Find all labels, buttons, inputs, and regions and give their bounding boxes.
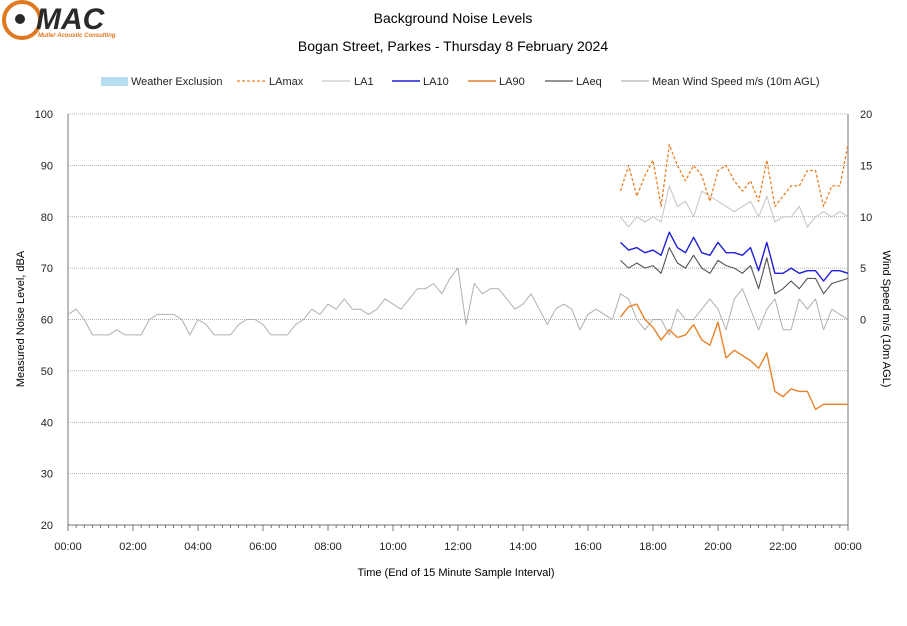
series-line-la1 [620, 185, 849, 228]
x-axis-title: Time (End of 15 Minute Sample Interval) [357, 567, 554, 579]
series-line-lamax [619, 144, 849, 208]
legend-label-la1: LA1 [354, 76, 374, 88]
logo-tagline: Muller Acoustic Consulting [38, 33, 116, 39]
legend-swatch-weather-exclusion [101, 77, 128, 86]
x-tick-label-12: 00:00 [834, 541, 862, 553]
mac-logo: MAC Muller Acoustic Consulting [2, 0, 116, 40]
series-line-laeq [620, 247, 849, 295]
grid-layer [68, 113, 848, 526]
logo-brand-text: MAC [36, 3, 106, 36]
legend-label-wind: Mean Wind Speed m/s (10m AGL) [652, 76, 820, 88]
y-tick-label-80: 80 [41, 212, 53, 224]
series-layer [67, 144, 849, 411]
x-tick-label-2: 04:00 [184, 541, 212, 553]
y-tick-label-100: 100 [35, 109, 53, 121]
logo-dot [15, 14, 25, 24]
x-tick-label-6: 12:00 [444, 541, 472, 553]
y2-tick-label-0: 0 [860, 315, 866, 327]
legend-label-weather-exclusion: Weather Exclusion [131, 76, 223, 88]
x-tick-label-1: 02:00 [119, 541, 147, 553]
y2-tick-label-20: 20 [860, 109, 872, 121]
x-tick-label-3: 06:00 [249, 541, 277, 553]
y-tick-label-90: 90 [41, 160, 53, 172]
series-line-wind-speed [67, 267, 849, 336]
legend-label-la10: LA10 [423, 76, 449, 88]
x-tick-label-7: 14:00 [509, 541, 537, 553]
chart-title: Background Noise Levels [374, 10, 533, 26]
y2-tick-label-10: 10 [860, 212, 872, 224]
logo-ring [2, 0, 42, 40]
y2-tick-label-5: 5 [860, 263, 866, 275]
y-tick-label-50: 50 [41, 366, 53, 378]
y-tick-label-40: 40 [41, 417, 53, 429]
y-axis-title: Measured Noise Level, dBA [15, 250, 27, 387]
chart-subtitle: Bogan Street, Parkes - Thursday 8 Februa… [298, 38, 608, 54]
x-tick-label-4: 08:00 [314, 541, 342, 553]
y-tick-label-30: 30 [41, 469, 53, 481]
y-tick-label-20: 20 [41, 520, 53, 532]
series-line-la10 [620, 231, 849, 282]
legend-label-lamax: LAmax [269, 76, 304, 88]
x-tick-label-11: 22:00 [769, 541, 797, 553]
axis-layer [67, 114, 849, 531]
legend-label-la90: LA90 [499, 76, 525, 88]
series-line-la90 [619, 303, 848, 411]
y-tick-label-70: 70 [41, 263, 53, 275]
y-tick-label-60: 60 [41, 315, 53, 327]
chart-legend: Weather Exclusion LAmax LA1 LA10 LA90 LA… [101, 76, 820, 88]
y2-axis-title: Wind Speed m/s (10m AGL) [880, 251, 892, 388]
x-tick-label-10: 20:00 [704, 541, 732, 553]
x-tick-label-9: 18:00 [639, 541, 667, 553]
x-tick-label-0: 00:00 [54, 541, 82, 553]
legend-label-laeq: LAeq [576, 76, 602, 88]
x-tick-label-8: 16:00 [574, 541, 602, 553]
x-tick-label-5: 10:00 [379, 541, 407, 553]
y2-tick-label-15: 15 [860, 160, 872, 172]
